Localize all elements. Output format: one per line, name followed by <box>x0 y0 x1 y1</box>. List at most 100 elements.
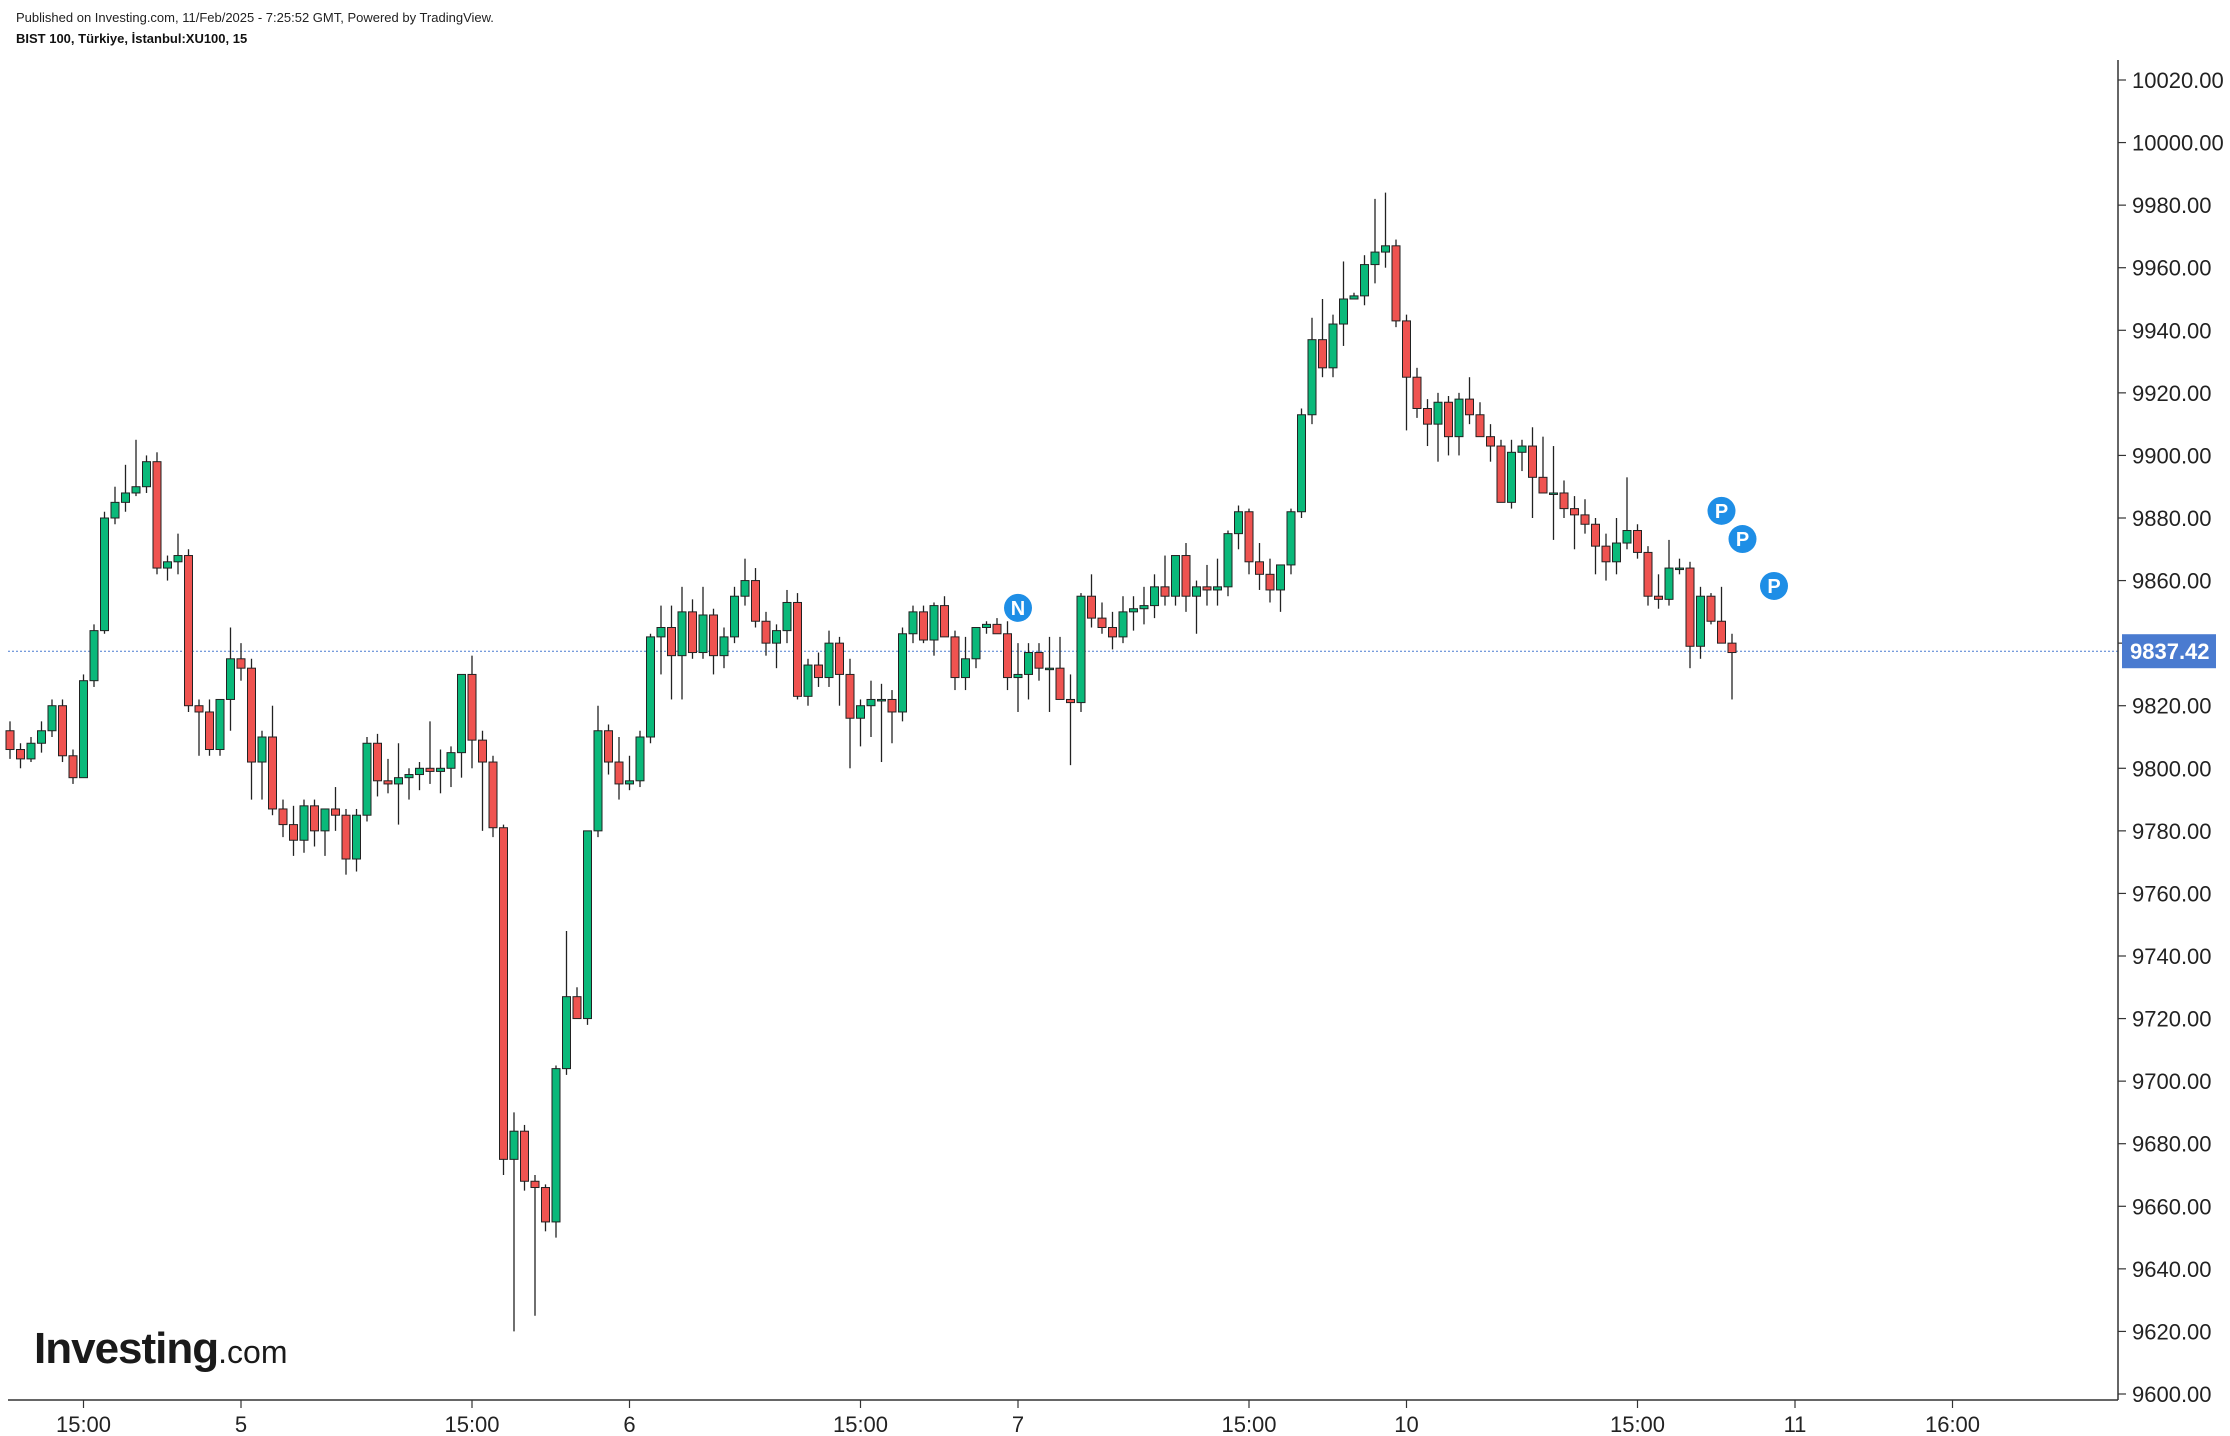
candle <box>310 799 319 847</box>
candle <box>793 593 802 700</box>
publish-info: Published on Investing.com, 11/Feb/2025 … <box>16 10 494 25</box>
candle <box>1328 314 1338 378</box>
candle <box>1601 533 1611 581</box>
candle-body <box>1580 514 1590 525</box>
candle-body <box>740 580 750 597</box>
candle <box>877 683 886 763</box>
candle <box>1024 643 1033 700</box>
candle-body <box>1076 595 1086 704</box>
y-tick-label: 10000.00 <box>2132 131 2224 156</box>
candle-body <box>961 658 970 679</box>
candle <box>1349 292 1359 300</box>
candle <box>383 758 393 794</box>
candle-body <box>131 486 141 494</box>
candle-body <box>1160 586 1170 597</box>
candle <box>1696 586 1705 659</box>
candle-body <box>1339 298 1348 325</box>
candle-body <box>1108 627 1117 638</box>
y-tick-label: 9820.00 <box>2132 694 2212 719</box>
y-tick-label: 9760.00 <box>2132 881 2212 906</box>
candle <box>394 743 403 825</box>
candle <box>79 674 88 779</box>
candle-body <box>887 698 897 713</box>
candle-body <box>656 627 666 638</box>
candle <box>1465 377 1474 425</box>
candle-body <box>26 742 36 760</box>
candle-body <box>1370 251 1380 266</box>
candle-body <box>1360 264 1369 297</box>
candle <box>604 724 613 775</box>
candle-body <box>1727 642 1737 654</box>
candle-body <box>1496 445 1506 503</box>
candle-body <box>1328 323 1338 369</box>
x-tick-label: 15:00 <box>833 1412 888 1436</box>
event-marker-circle <box>1728 525 1757 554</box>
y-tick-label: 9600.00 <box>2132 1382 2212 1407</box>
candle <box>1129 596 1138 631</box>
candle <box>656 605 666 675</box>
candle-body <box>835 642 844 675</box>
candle <box>26 737 36 763</box>
chart-header: Published on Investing.com, 11/Feb/2025 … <box>16 8 494 49</box>
investing-logo: Investing.com <box>34 1324 288 1374</box>
y-tick-label: 9640.00 <box>2132 1257 2212 1282</box>
candle-body <box>499 827 508 1160</box>
candle <box>194 699 204 756</box>
candle-body <box>425 767 435 772</box>
candle-body <box>824 642 834 679</box>
candle-body <box>1255 561 1264 575</box>
candle <box>1654 574 1663 609</box>
candle-body <box>1685 567 1695 647</box>
candle <box>1045 636 1054 712</box>
candle-body <box>1423 408 1432 425</box>
x-tick-label: 15:00 <box>1610 1412 1665 1436</box>
candle-body <box>1433 401 1443 425</box>
candle-body <box>1538 476 1548 494</box>
candle <box>467 655 477 769</box>
candle <box>646 633 655 744</box>
candle-body <box>142 461 151 488</box>
candle <box>772 624 781 669</box>
candle-body <box>551 1068 561 1223</box>
candle <box>1244 508 1254 575</box>
candle-body <box>1412 376 1422 410</box>
candle-body <box>278 808 288 826</box>
candle <box>1118 596 1128 644</box>
candle-body <box>1559 492 1569 510</box>
candle <box>320 808 330 856</box>
candle <box>1087 574 1096 628</box>
candle <box>688 599 697 659</box>
candle <box>425 721 435 784</box>
candle <box>5 721 15 759</box>
candle <box>1706 593 1716 625</box>
candle-body <box>236 658 246 669</box>
candle <box>1528 427 1537 518</box>
candle <box>551 1065 561 1238</box>
candle-body <box>1696 595 1705 647</box>
candle <box>1076 593 1086 712</box>
candle-body <box>1097 617 1107 628</box>
candle-body <box>604 730 613 763</box>
candle <box>992 618 1002 635</box>
candle <box>415 762 424 791</box>
candle <box>226 627 235 731</box>
candle <box>593 705 603 838</box>
candle-body <box>698 614 708 654</box>
last-price-tag: 9837.42 <box>2122 634 2216 669</box>
candle-body <box>751 580 760 622</box>
candle-body <box>37 730 46 744</box>
candle <box>499 824 508 1175</box>
candle-body <box>16 749 25 760</box>
x-tick-label: 6 <box>623 1412 635 1436</box>
y-tick-label: 9960.00 <box>2132 256 2212 281</box>
candle <box>331 787 340 831</box>
candle-body <box>436 767 445 772</box>
x-tick-label: 7 <box>1012 1412 1024 1436</box>
candle <box>184 549 193 712</box>
candle <box>1339 261 1348 346</box>
candle-body <box>1024 652 1033 675</box>
candle <box>824 630 834 687</box>
candle-body <box>1717 620 1726 644</box>
candle <box>457 673 466 778</box>
